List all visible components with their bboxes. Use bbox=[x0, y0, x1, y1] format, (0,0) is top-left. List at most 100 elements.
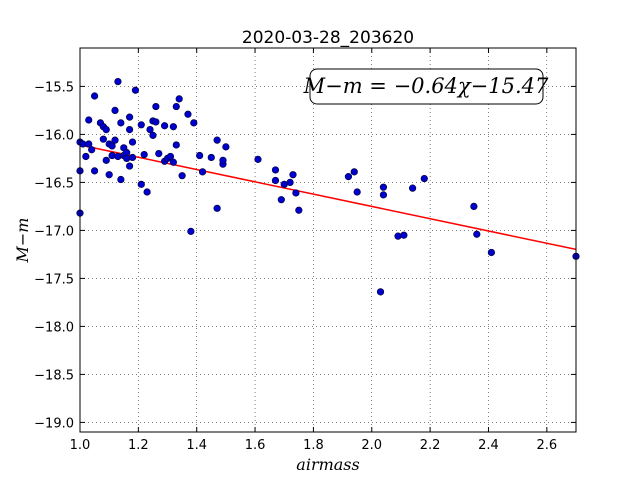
data-point bbox=[99, 135, 107, 143]
x-tick-label: 1.4 bbox=[186, 438, 207, 453]
data-point bbox=[155, 150, 163, 158]
x-tick-label: 2.4 bbox=[478, 438, 499, 453]
data-point bbox=[82, 152, 90, 161]
data-point bbox=[146, 126, 154, 134]
x-tick-label: 1.6 bbox=[245, 438, 266, 453]
plot-frame bbox=[79, 47, 577, 433]
data-point bbox=[289, 171, 297, 179]
data-point bbox=[172, 141, 180, 149]
data-point bbox=[169, 123, 177, 131]
data-point bbox=[187, 227, 195, 235]
data-point bbox=[379, 183, 388, 191]
data-point bbox=[353, 188, 361, 196]
y-tick-label: −18.5 bbox=[34, 368, 74, 383]
data-point bbox=[149, 131, 157, 139]
data-point bbox=[254, 155, 262, 163]
data-point bbox=[286, 178, 294, 186]
data-point bbox=[152, 102, 160, 111]
y-axis-label: M−m bbox=[13, 218, 32, 264]
data-point bbox=[85, 140, 93, 148]
data-point bbox=[213, 204, 221, 212]
y-tick-label: −16.0 bbox=[34, 128, 74, 143]
data-point bbox=[379, 191, 388, 199]
data-point bbox=[400, 231, 408, 239]
data-point bbox=[178, 172, 186, 180]
data-point bbox=[175, 95, 183, 103]
data-point bbox=[169, 158, 177, 166]
data-point bbox=[198, 168, 207, 176]
x-tick-label: 1.8 bbox=[303, 438, 324, 453]
y-tick-label: −17.0 bbox=[34, 224, 74, 239]
data-point bbox=[184, 110, 192, 118]
data-point bbox=[126, 113, 134, 121]
data-point bbox=[143, 188, 151, 196]
data-point bbox=[117, 119, 125, 127]
data-point bbox=[420, 174, 428, 183]
data-point bbox=[271, 166, 280, 174]
data-point bbox=[90, 92, 99, 100]
data-point bbox=[292, 189, 300, 197]
data-point bbox=[108, 142, 116, 150]
data-point bbox=[123, 149, 131, 157]
data-point bbox=[126, 162, 134, 170]
y-tick-labels: −15.5 −16.0 −16.5 −17.0 −17.5 −18.0 −18.5 −19.0 bbox=[34, 80, 74, 431]
data-point bbox=[131, 86, 140, 94]
axis-ticks bbox=[79, 48, 576, 432]
data-point bbox=[196, 151, 204, 160]
x-tick-label: 2.0 bbox=[361, 438, 382, 453]
data-point bbox=[128, 153, 137, 162]
data-point bbox=[137, 180, 145, 188]
data-point bbox=[90, 167, 99, 175]
y-tick-label: −15.5 bbox=[34, 80, 74, 95]
data-point bbox=[108, 151, 116, 160]
y-tick-label: −18.0 bbox=[34, 320, 74, 335]
data-point bbox=[140, 150, 148, 159]
data-point bbox=[114, 152, 122, 161]
data-point bbox=[222, 143, 230, 151]
x-tick-label: 2.6 bbox=[536, 438, 557, 453]
annotation-box: M−m = −0.64χ−15.47 bbox=[303, 68, 549, 105]
x-tick-label: 2.2 bbox=[420, 438, 441, 453]
data-point bbox=[166, 152, 175, 161]
data-point bbox=[126, 126, 134, 134]
data-point bbox=[105, 171, 113, 179]
data-point bbox=[207, 153, 215, 162]
annotation-box-frame bbox=[309, 68, 544, 105]
data-point bbox=[350, 168, 358, 176]
y-tick-label: −17.5 bbox=[34, 272, 74, 287]
x-axis-label: airmass bbox=[296, 455, 359, 474]
annotation-text: M−m = −0.64χ−15.47 bbox=[303, 74, 549, 98]
data-point bbox=[277, 196, 285, 204]
data-point bbox=[152, 118, 160, 126]
data-point bbox=[487, 248, 495, 257]
data-point bbox=[88, 146, 96, 154]
data-point bbox=[409, 184, 417, 192]
data-point bbox=[161, 122, 169, 130]
data-point bbox=[213, 136, 221, 144]
data-point bbox=[271, 176, 280, 185]
x-tick-label: 1.2 bbox=[128, 438, 149, 453]
data-point bbox=[190, 119, 198, 127]
data-point bbox=[219, 156, 227, 164]
data-point bbox=[128, 138, 137, 146]
data-point bbox=[394, 232, 402, 240]
data-point bbox=[137, 121, 145, 129]
x-tick-labels: 1.0 1.2 1.4 1.6 1.8 2.0 2.2 2.4 2.6 bbox=[70, 438, 558, 453]
data-point bbox=[470, 202, 478, 210]
grid bbox=[79, 48, 576, 432]
data-point bbox=[111, 106, 119, 114]
chart-title: 2020-03-28_203620 bbox=[242, 28, 414, 48]
data-point bbox=[114, 77, 122, 86]
y-tick-label: −19.0 bbox=[34, 416, 74, 431]
data-point bbox=[376, 288, 385, 296]
data-point bbox=[473, 230, 481, 238]
y-tick-label: −16.5 bbox=[34, 176, 74, 191]
data-point bbox=[102, 156, 110, 164]
data-point bbox=[344, 173, 353, 181]
data-point bbox=[295, 206, 303, 214]
data-point bbox=[172, 102, 180, 111]
x-tick-label: 1.0 bbox=[70, 438, 91, 453]
data-point bbox=[117, 175, 125, 184]
data-point bbox=[111, 136, 119, 144]
